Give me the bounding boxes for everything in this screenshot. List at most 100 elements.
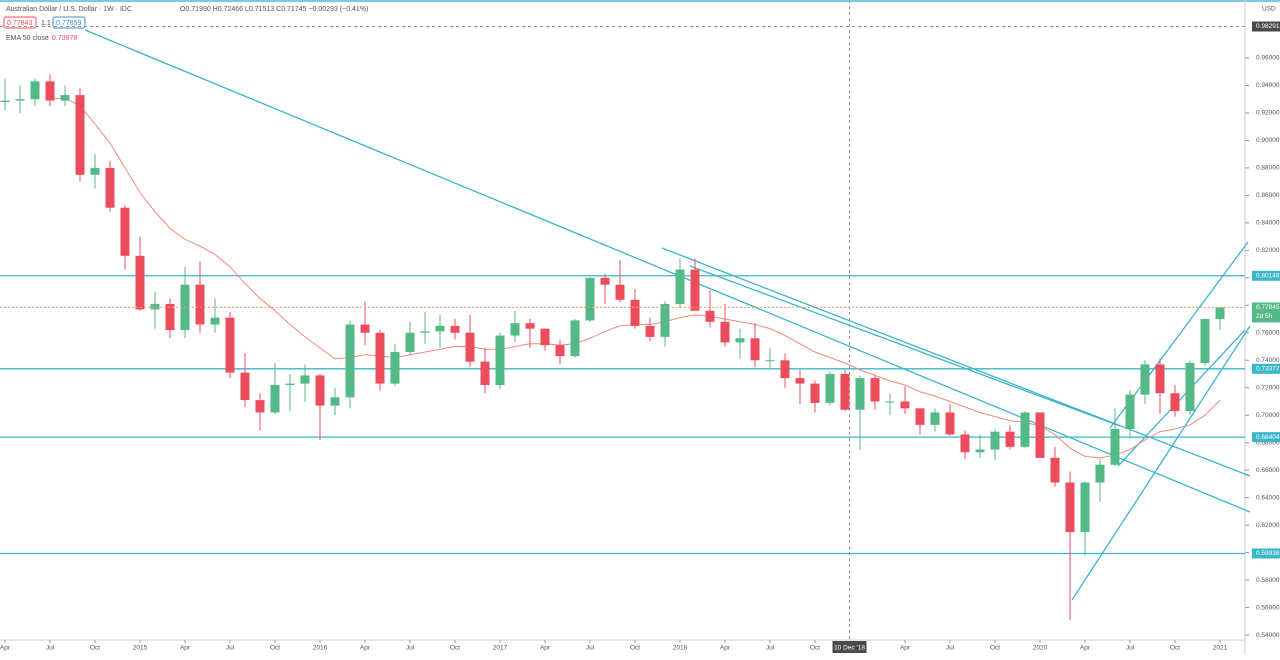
candle-body <box>1200 319 1210 364</box>
x-tick-label: Apr <box>360 645 371 652</box>
candle-body <box>165 303 175 331</box>
candle-body <box>255 400 265 413</box>
candle-body <box>645 325 655 337</box>
candle-body <box>435 325 445 332</box>
candle-body <box>1185 363 1195 412</box>
candle-body <box>705 310 715 322</box>
candle-body <box>510 323 520 336</box>
countdown: 2d 5h <box>1256 313 1273 320</box>
candle-body <box>675 269 685 304</box>
level-label: 0.68404 <box>1256 434 1280 441</box>
y-tick-label: 0.96000 <box>1256 55 1280 62</box>
candle-body <box>315 375 325 406</box>
candle-body <box>135 255 145 310</box>
y-tick-label: 0.76000 <box>1256 329 1280 336</box>
x-tick-label: Apr <box>900 645 911 652</box>
candle-body <box>105 167 115 208</box>
x-tick-label: Oct <box>630 645 640 652</box>
candle-body <box>915 408 925 425</box>
candle-body <box>1050 457 1060 483</box>
candle-body <box>885 401 895 403</box>
ask: 0.77859 <box>56 20 81 27</box>
x-tick-label: Oct <box>90 645 100 652</box>
candle-body <box>900 401 910 409</box>
candle-body <box>945 412 955 435</box>
candle-body <box>1140 364 1150 395</box>
x-tick-label: Apr <box>540 645 551 652</box>
candle-body <box>1170 393 1180 412</box>
level-box <box>1252 548 1280 559</box>
trend-line <box>1071 325 1251 601</box>
x-tick-label: 2020 <box>1033 645 1048 652</box>
level-label: 0.59938 <box>1256 550 1280 557</box>
candle-body <box>330 397 340 406</box>
candle-body <box>600 277 610 285</box>
y-tick-label: 0.68000 <box>1256 439 1280 446</box>
x-tick-label: 2016 <box>313 645 328 652</box>
candle-body <box>1125 394 1135 429</box>
candle-body <box>840 373 850 410</box>
candle-body <box>1155 364 1165 394</box>
y-tick-label: 0.58000 <box>1256 577 1280 584</box>
y-tick-label: 0.94000 <box>1256 82 1280 89</box>
x-tick-label: Apr <box>0 645 11 652</box>
candle-body <box>375 332 385 384</box>
candle-body <box>870 378 880 402</box>
candle-body <box>930 412 940 425</box>
candle-body <box>210 317 220 325</box>
candle-body <box>0 100 10 102</box>
candle-body <box>960 434 970 453</box>
candle-body <box>390 352 400 384</box>
level-label: 0.80148 <box>1256 273 1280 280</box>
candle-body <box>990 431 1000 450</box>
x-tick-label: Jul <box>1126 645 1135 652</box>
candle-body <box>495 335 505 385</box>
indicator-value: 0.73978 <box>52 35 77 42</box>
crosshair-x-box <box>832 641 867 653</box>
candle-body <box>735 338 745 343</box>
candle-body <box>420 331 430 333</box>
candle-body <box>585 277 595 321</box>
candle-body <box>795 378 805 384</box>
x-tick-label: Apr <box>180 645 191 652</box>
candle-body <box>540 328 550 346</box>
candle-body <box>570 320 580 357</box>
candle-body <box>780 360 790 379</box>
trend-line <box>84 29 1251 513</box>
candle-body <box>90 167 100 175</box>
x-tick-label: Jul <box>766 645 775 652</box>
candle-body <box>750 338 760 361</box>
last-price-box <box>1252 302 1280 323</box>
candle-body <box>75 95 85 175</box>
ask-box <box>52 16 86 29</box>
candle-body <box>765 360 775 362</box>
candle-body <box>1110 428 1120 465</box>
candle-body <box>525 323 535 329</box>
candle-body <box>15 99 25 101</box>
x-tick-label: Apr <box>1080 645 1091 652</box>
candle-body <box>465 332 475 362</box>
ratio: 1:1 <box>41 20 51 27</box>
candle-body <box>1035 412 1045 458</box>
x-tick-label: Jul <box>406 645 415 652</box>
candle-body <box>45 81 55 101</box>
candle-body <box>225 317 235 373</box>
candle-body <box>450 325 460 333</box>
level-box <box>1252 363 1280 374</box>
y-tick-label: 0.82000 <box>1256 247 1280 254</box>
y-tick-label: 0.64000 <box>1256 494 1280 501</box>
x-tick-label: Oct <box>270 645 280 652</box>
currency: USD <box>1262 6 1276 13</box>
trend-line <box>689 265 1121 427</box>
y-tick-label: 0.92000 <box>1256 110 1280 117</box>
candle-body <box>300 375 310 384</box>
candle-body <box>270 384 280 413</box>
crosshair-y-box <box>1252 21 1280 32</box>
ohlc-readout: O0.71990 H0.72466 L0.71513 C0.71745 −0.0… <box>180 6 368 13</box>
candle-body <box>630 299 640 326</box>
indicator: EMA 50 close <box>6 35 49 42</box>
candle-body <box>1080 482 1090 533</box>
candle-body <box>690 269 700 311</box>
candle-body <box>1215 307 1225 320</box>
